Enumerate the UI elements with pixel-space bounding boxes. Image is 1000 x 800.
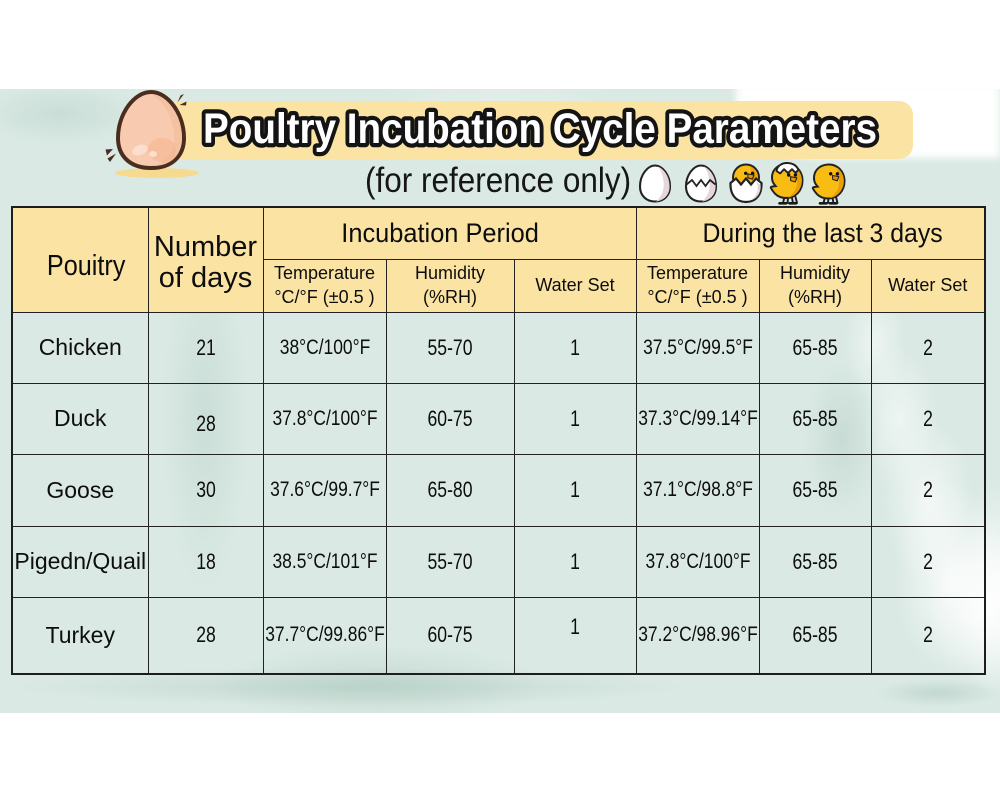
svg-text:Poultry Incubation Cycle Param: Poultry Incubation Cycle Parameters bbox=[203, 105, 877, 153]
